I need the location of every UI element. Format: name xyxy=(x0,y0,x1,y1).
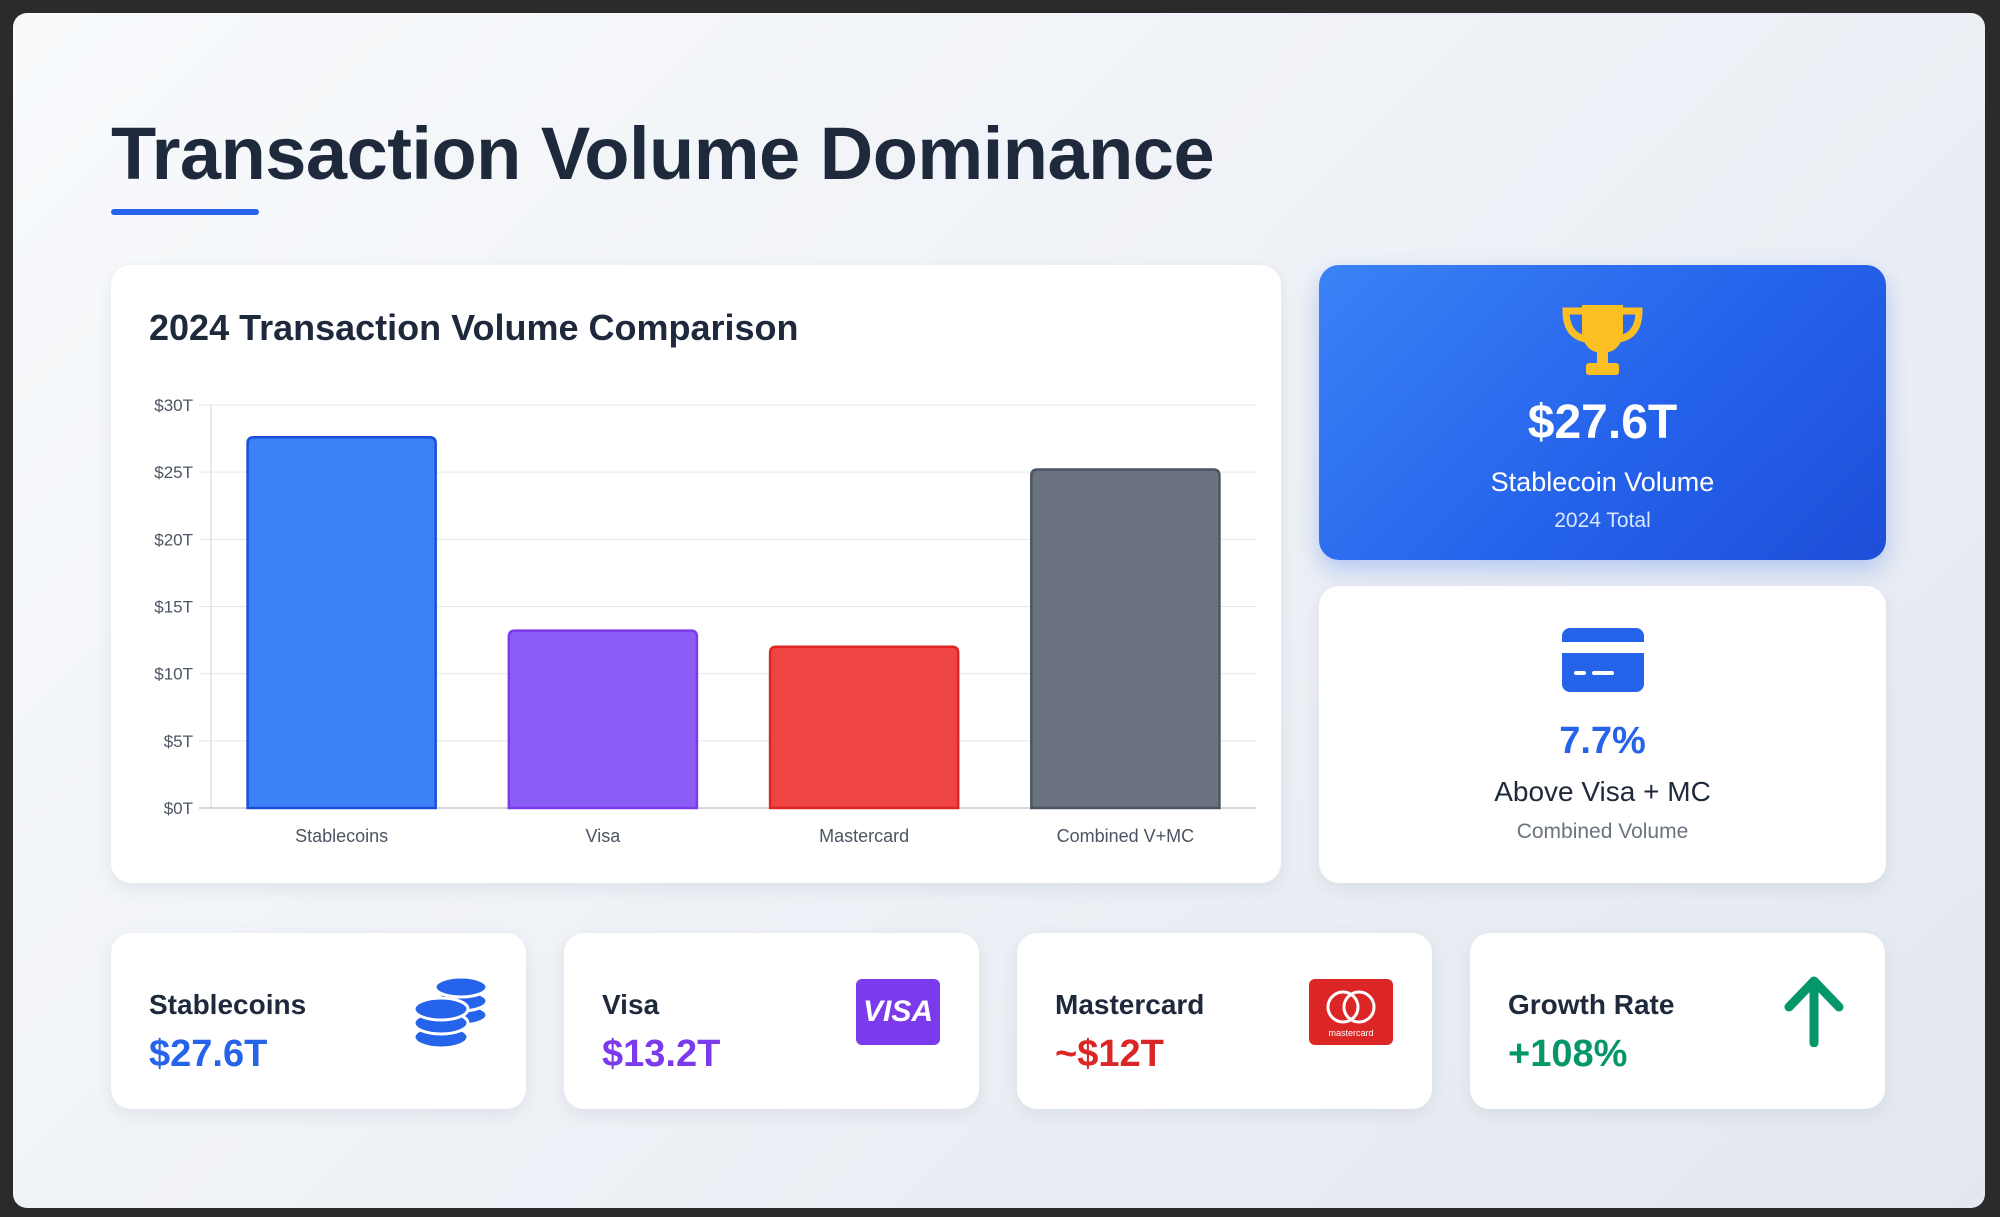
y-tick-label: $30T xyxy=(154,396,193,415)
stat-value: +108% xyxy=(1508,1033,1628,1075)
chart-title: 2024 Transaction Volume Comparison xyxy=(149,307,799,348)
stat-card-visa: Visa $13.2T VISA xyxy=(564,933,979,1109)
x-tick-label: Mastercard xyxy=(819,826,909,846)
bar-chart: $0T $5T $10T $15T $20T $25T $30T Stablecoins Vis… xyxy=(154,396,1256,846)
stat-label: Mastercard xyxy=(1055,989,1205,1020)
bar xyxy=(246,435,437,810)
x-tick-label: Visa xyxy=(586,826,622,846)
stat-value: $27.6T xyxy=(149,1033,268,1075)
stablecoin-volume-sub: 2024 Total xyxy=(1554,509,1651,532)
stat-card-growth-rate: Growth Rate +108% xyxy=(1470,933,1885,1109)
credit-card-icon xyxy=(1562,628,1644,692)
x-tick-label: Stablecoins xyxy=(295,826,388,846)
stat-label: Stablecoins xyxy=(149,989,307,1020)
y-tick-label: $5T xyxy=(164,732,193,751)
y-tick-label: $0T xyxy=(164,799,193,818)
visa-logo-text: VISA xyxy=(863,995,933,1028)
arrow-up-icon xyxy=(1784,976,1844,1047)
y-tick-label: $25T xyxy=(154,463,193,482)
y-tick-label: $10T xyxy=(154,665,193,684)
comparison-value: 7.7% xyxy=(1559,720,1646,762)
stat-value: ~$12T xyxy=(1055,1033,1164,1075)
stablecoin-volume-label: Stablecoin Volume xyxy=(1490,467,1715,497)
bar xyxy=(1030,468,1221,810)
comparison-card: 7.7% Above Visa + MC Combined Volume xyxy=(1319,586,1886,883)
slide-frame: Transaction Volume Dominance 2024 Transa… xyxy=(13,13,1985,1208)
bar xyxy=(768,645,960,810)
y-tick-label: $20T xyxy=(154,530,193,549)
visa-logo-icon: VISA xyxy=(856,979,940,1045)
stat-value: $13.2T xyxy=(602,1033,721,1075)
chart-card: 2024 Transaction Volume Comparison $0T $5… xyxy=(111,265,1281,883)
stablecoin-volume-value: $27.6T xyxy=(1527,396,1678,449)
stat-card-stablecoins: Stablecoins $27.6T xyxy=(111,933,526,1109)
stat-label: Growth Rate xyxy=(1508,989,1675,1020)
comparison-sub: Combined Volume xyxy=(1516,820,1689,843)
bar xyxy=(507,629,699,810)
trophy-icon xyxy=(1562,305,1643,375)
x-tick-label: Combined V+MC xyxy=(1057,826,1195,846)
mastercard-logo-icon: mastercard xyxy=(1309,979,1393,1045)
comparison-label: Above Visa + MC xyxy=(1494,776,1711,807)
stat-label: Visa xyxy=(602,989,660,1020)
stat-card-mastercard: Mastercard ~$12T mastercard xyxy=(1017,933,1432,1109)
page-title: Transaction Volume Dominance xyxy=(111,112,1215,195)
mastercard-logo-text: mastercard xyxy=(1328,1028,1373,1038)
coins-icon xyxy=(412,975,489,1050)
stablecoin-volume-card: $27.6T Stablecoin Volume 2024 Total xyxy=(1319,265,1886,560)
title-underline xyxy=(111,209,259,215)
y-tick-label: $15T xyxy=(154,598,193,617)
